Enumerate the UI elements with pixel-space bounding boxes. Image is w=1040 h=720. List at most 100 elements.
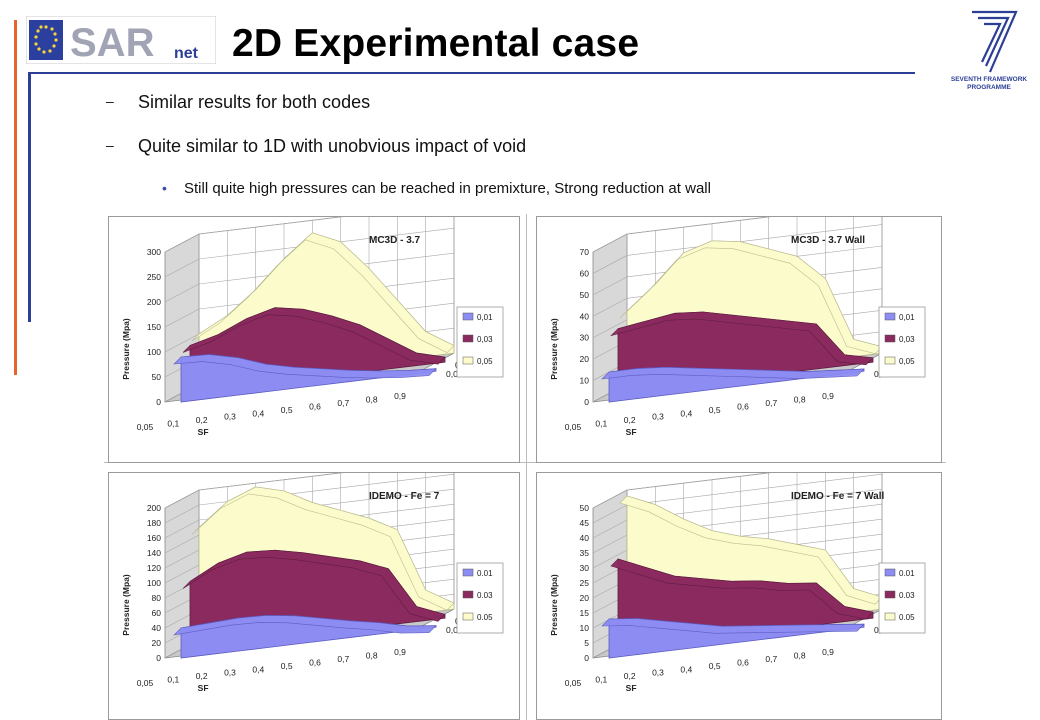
legend-label: 0,03 <box>899 335 915 344</box>
page-title: 2D Experimental case <box>232 22 640 65</box>
x-tick-label: 0,7 <box>765 398 777 408</box>
y-tick-label: 160 <box>147 533 161 543</box>
y-tick-label: 0 <box>156 397 161 407</box>
y-tick-label: 140 <box>147 548 161 558</box>
y-tick-label: 10 <box>580 376 590 386</box>
legend-swatch <box>462 590 474 599</box>
sub-bullet-text: Still quite high pressures can be reache… <box>184 180 711 197</box>
fp7-seven-icon <box>972 10 1018 73</box>
y-axis-label: Pressure (Mpa) <box>549 318 559 380</box>
y-tick-label: 60 <box>580 268 590 278</box>
y-tick-label: 30 <box>580 333 590 343</box>
y-tick-label: 180 <box>147 518 161 528</box>
x-tick-label: 0,05 <box>565 678 582 688</box>
y-tick-label: 60 <box>152 608 162 618</box>
legend-label: 0,01 <box>899 313 915 322</box>
y-tick-label: 300 <box>147 247 161 257</box>
bullet-1: – Similar results for both codes <box>106 92 370 113</box>
panel-separator-horizontal <box>104 462 946 463</box>
x-tick-label: 0,3 <box>224 668 236 678</box>
gridline <box>164 233 200 253</box>
x-axis-label: SF <box>626 683 637 693</box>
gridline <box>164 534 200 554</box>
sarnet-logo-sub: net <box>174 45 199 62</box>
bullet-dot-icon: • <box>162 180 167 196</box>
legend-label: 0.05 <box>477 613 493 622</box>
x-tick-label: 0,9 <box>394 647 406 657</box>
legend-label: 0,03 <box>477 335 493 344</box>
legend-swatch <box>462 356 474 365</box>
panel-separator-vertical <box>526 214 527 720</box>
y-tick-label: 100 <box>147 347 161 357</box>
y-tick-label: 5 <box>584 638 589 648</box>
x-tick-label: 0,5 <box>281 661 293 671</box>
x-tick-label: 0,9 <box>822 647 834 657</box>
accent-line-blue <box>28 72 31 322</box>
legend-label: 0.03 <box>899 591 915 600</box>
y-tick-label: 150 <box>147 322 161 332</box>
x-tick-label: 0,4 <box>252 664 264 674</box>
legend-swatch <box>884 590 896 599</box>
y-tick-label: 200 <box>147 297 161 307</box>
series-band <box>609 311 874 366</box>
legend-swatch <box>462 612 474 621</box>
y-tick-label: 200 <box>147 503 161 513</box>
gridline <box>164 258 200 278</box>
x-tick-label: 0,5 <box>709 405 721 415</box>
legend: 0,01 0,03 0,05 <box>878 306 926 378</box>
x-tick-label: 0,1 <box>595 675 607 685</box>
x-tick-label: 0,7 <box>337 398 349 408</box>
depth-label: 0,01 <box>446 625 463 635</box>
x-tick-label: 0,1 <box>595 419 607 429</box>
x-tick-label: 0,1 <box>167 419 179 429</box>
fp7-logo: SEVENTH FRAMEWORK PROGRAMME <box>951 10 1028 91</box>
title-underline <box>30 72 915 74</box>
legend-label: 0,05 <box>899 357 915 366</box>
gridline <box>592 504 628 524</box>
legend-label: 0,05 <box>477 357 493 366</box>
y-tick-label: 30 <box>580 563 590 573</box>
x-tick-label: 0,2 <box>196 415 208 425</box>
y-tick-label: 50 <box>580 290 590 300</box>
x-axis-label: SF <box>198 427 209 437</box>
x-tick-label: 0,2 <box>196 671 208 681</box>
legend: 0.01 0.03 0.05 <box>456 562 504 634</box>
gridline <box>164 564 200 584</box>
fp7-line1: SEVENTH FRAMEWORK <box>951 76 1028 83</box>
chart-title: IDEMO - Fe = 7 Wall <box>791 491 884 502</box>
y-axis-label: Pressure (Mpa) <box>549 574 559 636</box>
gridline <box>164 504 200 524</box>
series-band <box>182 549 446 622</box>
bullet-1-text: Similar results for both codes <box>138 92 371 112</box>
y-tick-label: 70 <box>580 247 590 257</box>
x-tick-label: 0,05 <box>565 422 582 432</box>
gridline <box>592 298 628 317</box>
y-tick-label: 80 <box>152 593 162 603</box>
y-tick-label: 0 <box>584 653 589 663</box>
series-band <box>619 240 883 355</box>
y-tick-label: 120 <box>147 563 161 573</box>
y-tick-label: 20 <box>152 638 162 648</box>
chart-panel-3: 0204060801001201401601802000,050,030,010… <box>108 472 520 720</box>
gridline <box>164 333 200 353</box>
legend-label: 0.03 <box>477 591 493 600</box>
legend-label: 0.01 <box>477 569 493 578</box>
x-tick-label: 0,6 <box>309 401 321 411</box>
chart-title: MC3D - 3.7 Wall <box>791 235 865 246</box>
x-axis-label: SF <box>198 683 209 693</box>
series-band <box>173 615 437 636</box>
gridline <box>592 255 628 274</box>
gridline <box>592 549 628 569</box>
dash-icon: – <box>106 137 114 153</box>
legend-swatch <box>884 356 896 365</box>
gridline <box>164 549 200 569</box>
chart-title: IDEMO - Fe = 7 <box>369 491 440 502</box>
chart-title: MC3D - 3.7 <box>369 235 421 246</box>
sub-bullet: • Still quite high pressures can be reach… <box>162 180 711 197</box>
x-tick-label: 0,05 <box>137 422 154 432</box>
gridline <box>164 308 200 328</box>
series-band <box>610 558 874 620</box>
gridline <box>592 233 628 253</box>
y-tick-label: 40 <box>580 533 590 543</box>
y-tick-label: 50 <box>152 372 162 382</box>
